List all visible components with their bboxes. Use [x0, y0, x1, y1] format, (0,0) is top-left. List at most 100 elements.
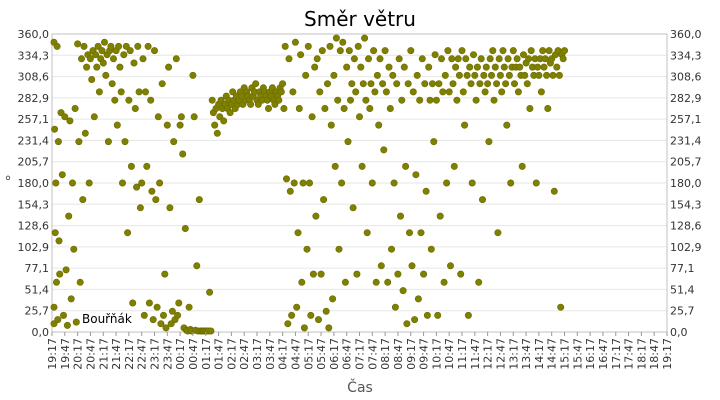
x-tick-label: 19:17: [46, 338, 59, 370]
data-point: [450, 162, 458, 170]
data-point: [357, 63, 365, 71]
data-point: [153, 303, 161, 311]
data-point: [468, 179, 476, 187]
data-point: [323, 80, 331, 88]
x-axis: 19:17 19:47 20:17 20:47 21:17 21:47 22:17 22:47…: [46, 332, 674, 370]
data-point: [543, 71, 551, 79]
data-point: [423, 311, 431, 319]
data-point: [355, 113, 363, 121]
data-point: [491, 63, 499, 71]
data-point: [161, 270, 169, 278]
data-point: [514, 88, 522, 96]
data-point: [398, 96, 406, 104]
data-point: [156, 179, 164, 187]
data-point: [380, 146, 388, 154]
data-point: [104, 138, 112, 146]
y-tick-label: 77,1: [670, 262, 695, 275]
data-point: [211, 121, 219, 129]
data-point: [505, 71, 513, 79]
data-point: [152, 196, 160, 204]
data-point: [518, 162, 526, 170]
data-point: [560, 47, 568, 55]
data-point: [454, 55, 462, 63]
data-point: [148, 187, 156, 195]
data-point: [396, 212, 404, 220]
data-point: [387, 245, 395, 253]
data-point: [313, 55, 321, 63]
series-label: Bouřňák: [82, 312, 132, 326]
y-tick-label: 0,0: [670, 326, 688, 339]
data-point: [55, 237, 63, 245]
y-axis-right: 0,0 25,7 51,4 77,1 102,9 128,6 154,3 180,0 205,7…: [670, 28, 702, 339]
y-tick-label: 231,4: [670, 134, 702, 147]
data-point: [354, 42, 362, 50]
x-tick-label: 16:17: [584, 338, 597, 370]
x-tick-label: 19:47: [59, 338, 72, 370]
data-point: [90, 113, 98, 121]
y-tick-label: 282,9: [18, 92, 50, 105]
chart-title: Směr větru: [304, 7, 416, 31]
data-point: [318, 47, 326, 55]
x-tick-label: 21:47: [110, 338, 123, 370]
data-point: [350, 55, 358, 63]
data-point: [293, 303, 301, 311]
data-point: [373, 71, 381, 79]
x-tick-label: 07:17: [354, 338, 367, 370]
data-point: [449, 80, 457, 88]
x-tick-label: 21:17: [97, 338, 110, 370]
data-point: [476, 80, 484, 88]
y-tick-label: 102,9: [18, 241, 50, 254]
data-point: [399, 287, 407, 295]
data-point: [391, 303, 399, 311]
data-point: [158, 80, 166, 88]
data-point: [330, 71, 338, 79]
data-point: [339, 38, 347, 46]
data-point: [208, 96, 216, 104]
data-point: [127, 162, 135, 170]
data-point: [430, 138, 438, 146]
data-point: [322, 307, 330, 315]
x-tick-label: 08:17: [379, 338, 392, 370]
data-point: [400, 63, 408, 71]
data-point: [80, 42, 88, 50]
data-point: [421, 80, 429, 88]
data-point: [344, 138, 352, 146]
y-axis-label: °: [5, 174, 12, 190]
data-point: [469, 51, 477, 59]
data-point: [363, 229, 371, 237]
data-point: [527, 47, 535, 55]
data-point: [160, 311, 168, 319]
data-point: [471, 71, 479, 79]
data-point: [110, 55, 118, 63]
data-point: [286, 187, 294, 195]
data-point: [349, 204, 357, 212]
data-point: [181, 225, 189, 233]
data-point: [275, 96, 283, 104]
data-point: [412, 171, 420, 179]
data-point: [418, 55, 426, 63]
y-tick-label: 231,4: [18, 134, 50, 147]
data-point: [457, 270, 465, 278]
data-point: [294, 229, 302, 237]
data-point: [172, 55, 180, 63]
data-point: [264, 105, 272, 113]
data-point: [299, 179, 307, 187]
y-tick-label: 128,6: [18, 220, 50, 233]
data-point: [502, 80, 510, 88]
data-point: [372, 278, 380, 286]
data-point: [190, 113, 198, 121]
x-tick-label: 20:17: [72, 338, 85, 370]
data-point: [151, 47, 159, 55]
data-point: [174, 311, 182, 319]
data-point: [177, 113, 185, 121]
data-point: [297, 51, 305, 59]
data-point: [490, 96, 498, 104]
data-point: [291, 38, 299, 46]
data-point: [403, 320, 411, 328]
data-point: [545, 47, 553, 55]
data-point: [377, 262, 385, 270]
x-tick-label: 23:47: [161, 338, 174, 370]
data-point: [489, 47, 497, 55]
data-point: [496, 71, 504, 79]
x-tick-label: 09:47: [418, 338, 431, 370]
